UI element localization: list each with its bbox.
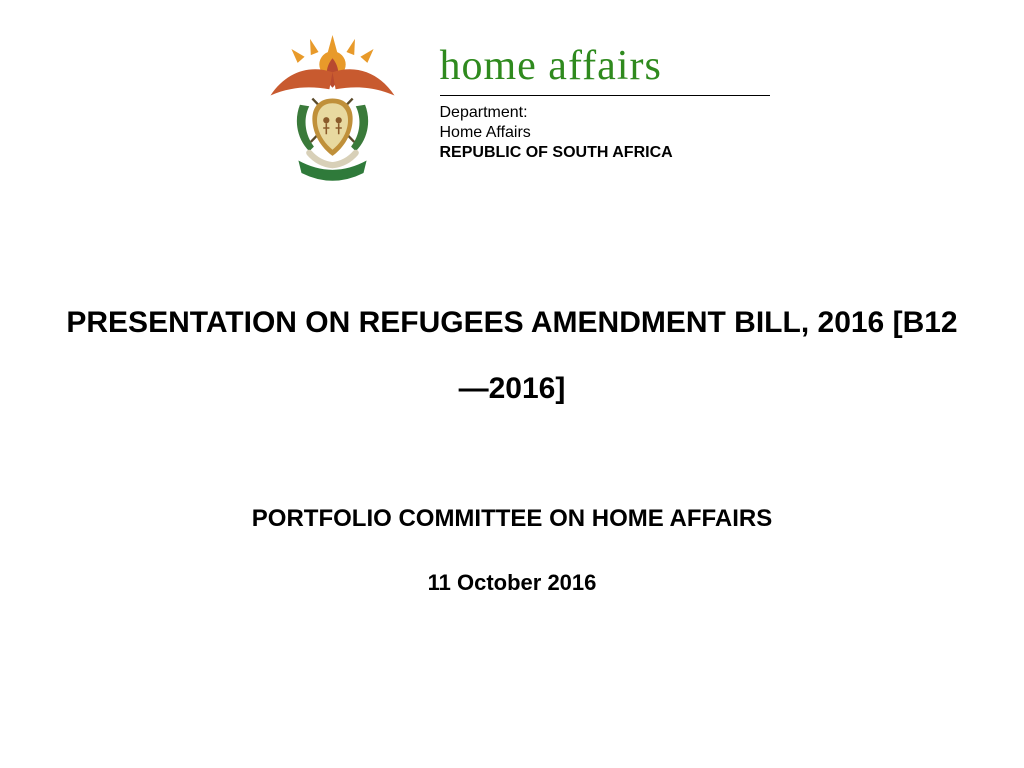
header-block: home affairs Department: Home Affairs RE… bbox=[0, 35, 1024, 190]
department-label: Department: bbox=[440, 104, 770, 122]
coat-of-arms-icon bbox=[255, 35, 410, 190]
department-name: Home Affairs bbox=[440, 124, 770, 142]
slide: home affairs Department: Home Affairs RE… bbox=[0, 0, 1024, 768]
divider bbox=[440, 95, 770, 96]
home-affairs-wordmark: home affairs bbox=[440, 45, 770, 87]
department-text-block: home affairs Department: Home Affairs RE… bbox=[440, 35, 770, 162]
presentation-title: PRESENTATION ON REFUGEES AMENDMENT BILL,… bbox=[60, 290, 964, 422]
country-name: REPUBLIC OF SOUTH AFRICA bbox=[440, 144, 770, 162]
presentation-date: 11 October 2016 bbox=[60, 570, 964, 596]
committee-subtitle: PORTFOLIO COMMITTEE ON HOME AFFAIRS bbox=[60, 505, 964, 533]
